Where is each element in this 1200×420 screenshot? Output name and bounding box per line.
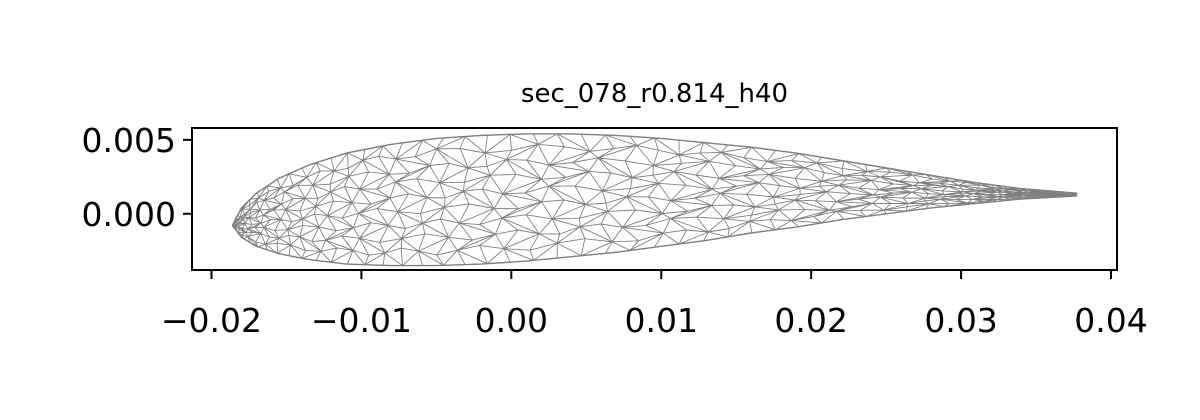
chart-title: sec_078_r0.814_h40 xyxy=(521,79,788,109)
airfoil-outline xyxy=(231,133,1078,267)
axes: −0.02 −0.01 0.00 0.01 0.02 0.03 0.04 0.005 0.000 xyxy=(82,121,1148,340)
y-tick-label: 0.000 xyxy=(82,195,176,234)
x-tick-label: 0.00 xyxy=(475,301,548,340)
x-tick-label: −0.02 xyxy=(161,301,262,340)
mesh-triangles xyxy=(232,133,1077,267)
x-tick-label: 0.04 xyxy=(1074,301,1147,340)
airfoil-mesh xyxy=(231,133,1078,267)
x-tick-label: 0.02 xyxy=(774,301,847,340)
plot-frame xyxy=(191,127,1118,271)
x-tick-label: 0.03 xyxy=(924,301,997,340)
x-tick-label: 0.01 xyxy=(625,301,698,340)
x-tick-label: −0.01 xyxy=(311,301,412,340)
y-tick-label: 0.005 xyxy=(82,121,176,160)
